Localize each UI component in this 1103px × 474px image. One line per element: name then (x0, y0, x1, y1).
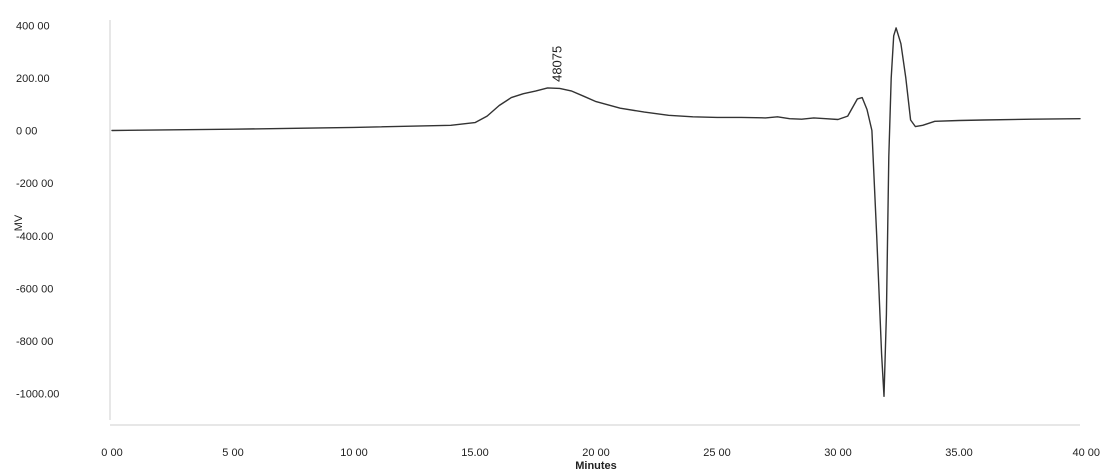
x-tick-label: 15.00 (461, 447, 489, 459)
x-tick-label: 30 00 (824, 447, 852, 459)
annotation-layer: 48075 (549, 46, 564, 82)
x-axis-label: Minutes (575, 460, 617, 472)
x-tick-label: 25 00 (703, 447, 731, 459)
y-axis-ticks: 400 00 200.00 0 00 -200 00 -400.00 -600 00 -80… (16, 20, 59, 400)
y-tick-label: 400 00 (16, 20, 50, 32)
y-tick-label: 200.00 (16, 73, 50, 85)
x-axis-ticks: 0 00 5 00 10 00 15.00 20 00 25 00 30 00 35.00 40… (101, 447, 1100, 459)
peak-annotation: 48075 (549, 46, 564, 82)
y-tick-label: -800 00 (16, 336, 53, 348)
y-tick-label: -400.00 (16, 231, 53, 243)
x-tick-label: 20 00 (582, 447, 610, 459)
y-tick-label: -200 00 (16, 178, 53, 190)
x-tick-label: 10 00 (340, 447, 368, 459)
y-tick-label: -1000.00 (16, 389, 59, 401)
series-line-0 (111, 27, 1081, 397)
series-layer (111, 27, 1081, 397)
x-tick-label: 40 00 (1072, 447, 1100, 459)
x-tick-label: 5 00 (222, 447, 243, 459)
y-tick-label: 0 00 (16, 126, 37, 138)
x-tick-label: 0 00 (101, 447, 122, 459)
chart-frame (109, 20, 1080, 426)
x-tick-label: 35.00 (945, 447, 973, 459)
y-axis-label: MV (13, 214, 25, 231)
y-tick-label: -600 00 (16, 283, 53, 295)
